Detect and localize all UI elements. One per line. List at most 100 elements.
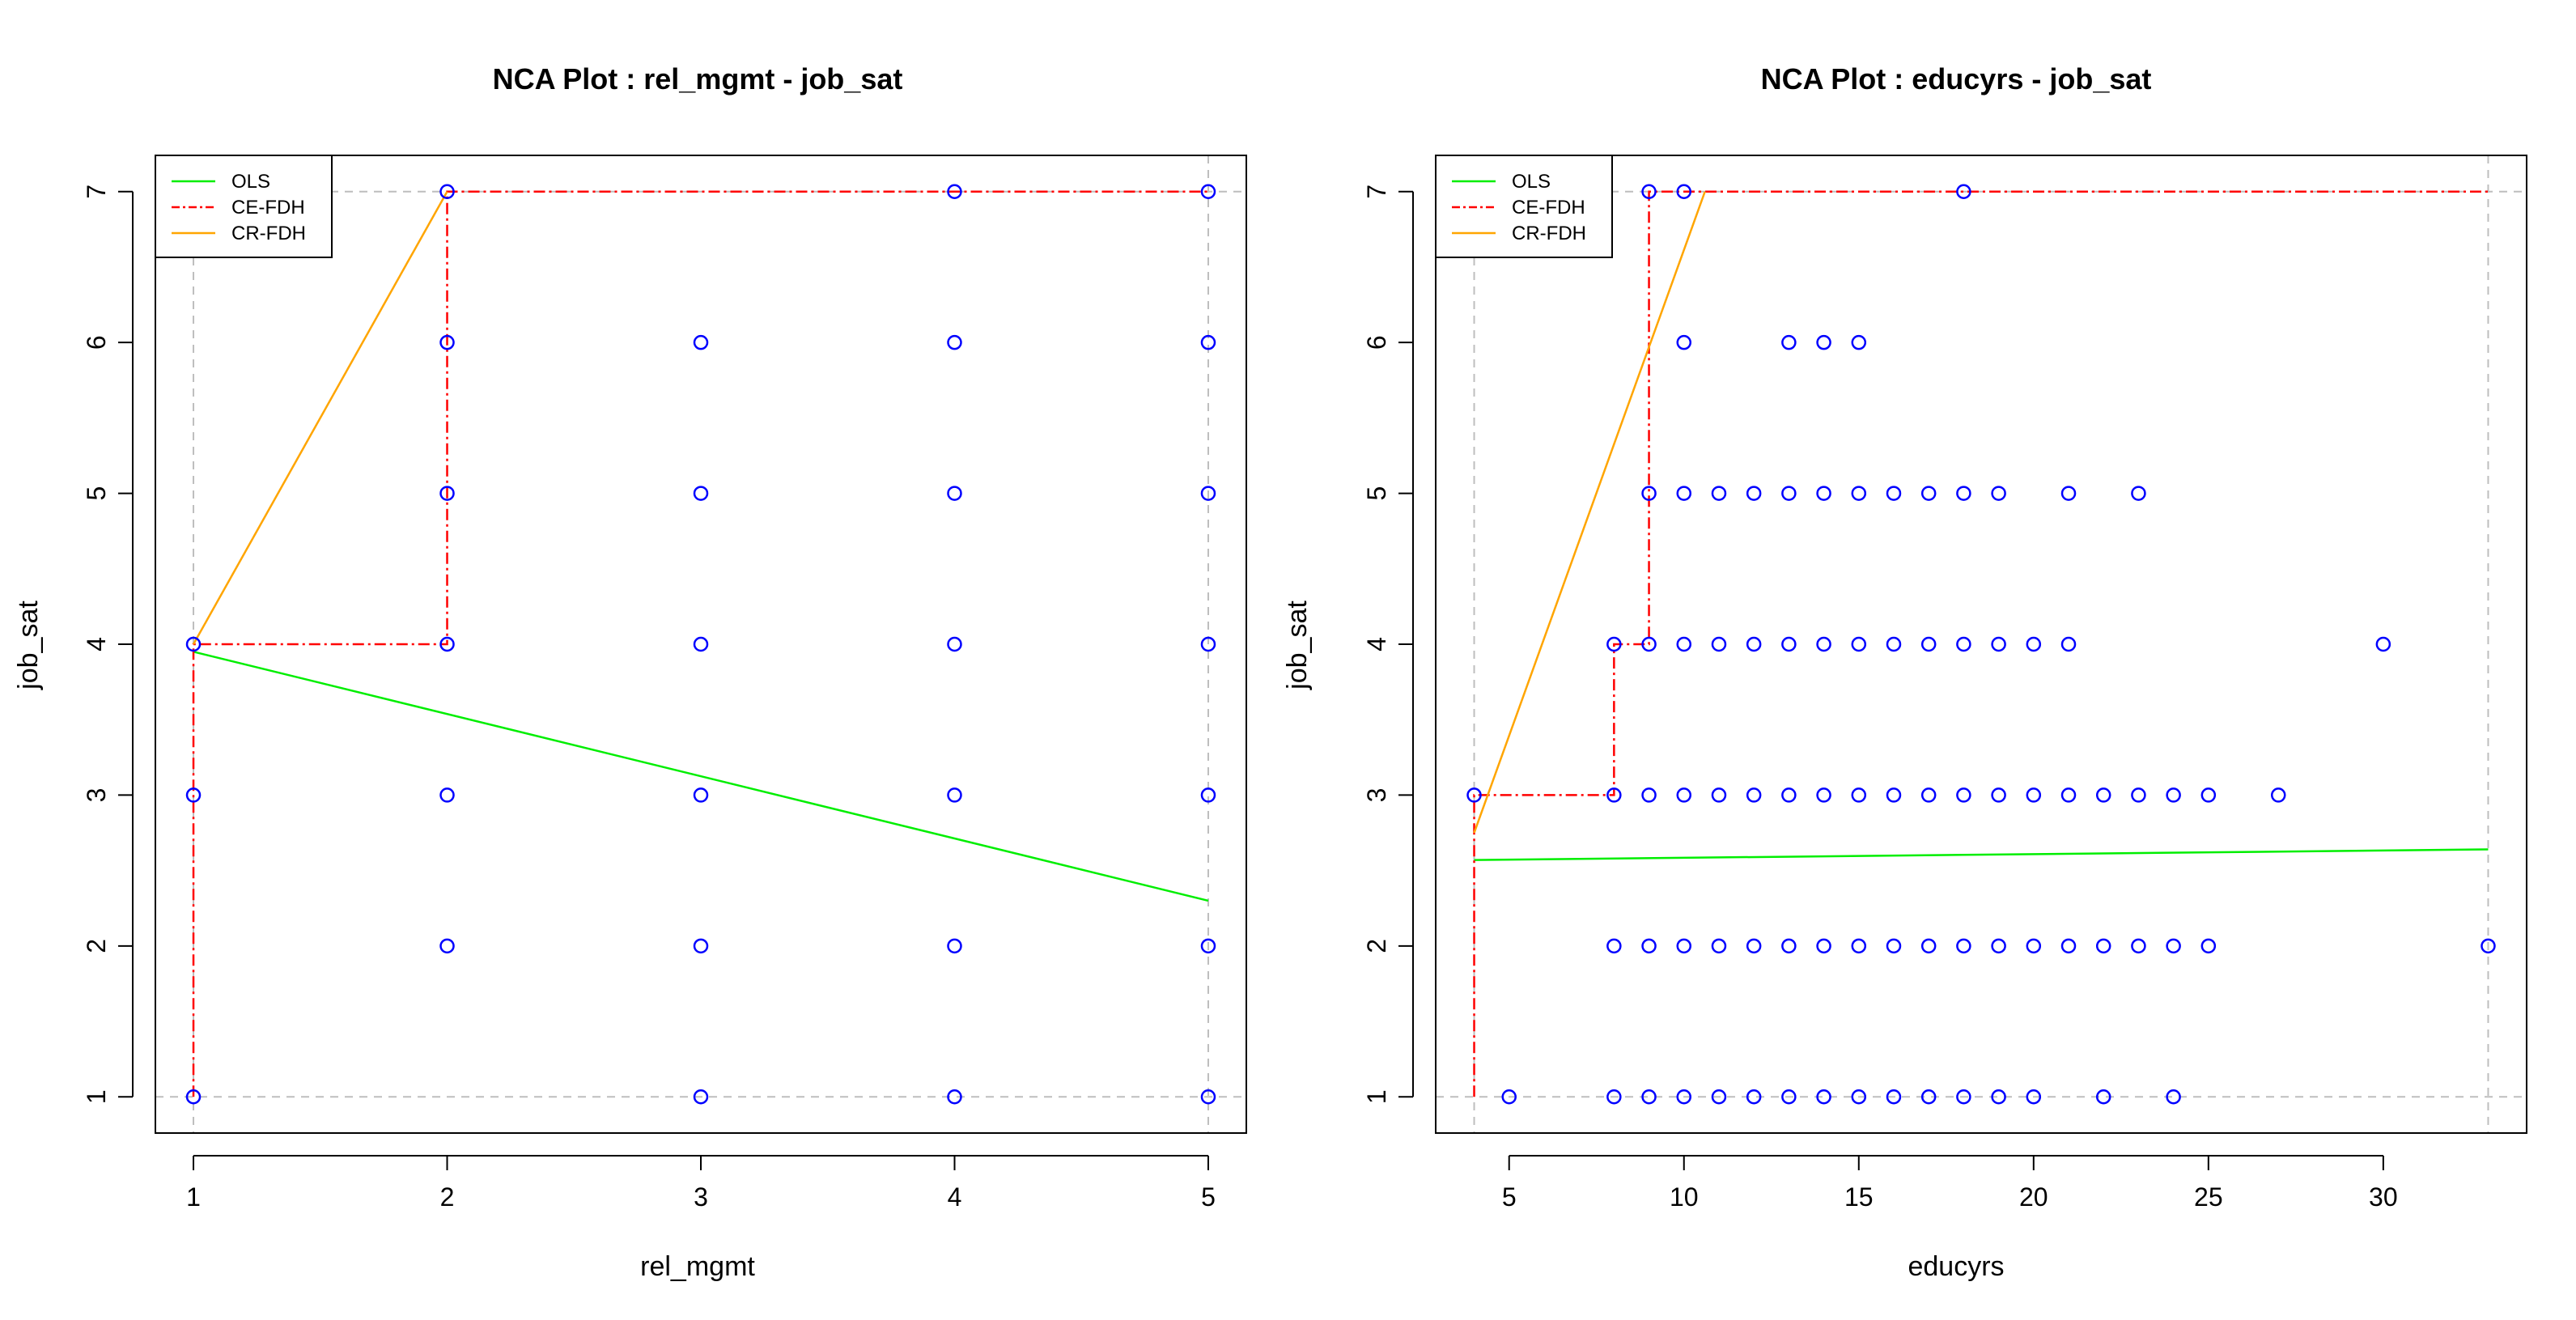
data-point bbox=[2481, 938, 2496, 954]
x-tick-label: 3 bbox=[694, 1182, 708, 1212]
data-point bbox=[1200, 787, 1216, 803]
data-point bbox=[439, 334, 455, 350]
data-point bbox=[1606, 938, 1622, 954]
data-point bbox=[1200, 1089, 1216, 1105]
x-axis-label: educyrs bbox=[1908, 1251, 2004, 1282]
data-point bbox=[1641, 938, 1657, 954]
data-point bbox=[947, 334, 962, 350]
data-point bbox=[1676, 334, 1692, 350]
data-point bbox=[1781, 486, 1797, 501]
legend-label: OLS bbox=[1512, 171, 1551, 193]
data-point bbox=[1816, 938, 1831, 954]
data-point bbox=[1920, 938, 1937, 954]
y-tick-label: 2 bbox=[1362, 939, 1391, 953]
data-point bbox=[439, 636, 455, 652]
data-point bbox=[1711, 938, 1727, 954]
line-ols bbox=[193, 651, 1209, 902]
legend-label: OLS bbox=[231, 171, 270, 193]
legend-label: CR-FDH bbox=[231, 223, 306, 244]
y-tick-label: 6 bbox=[1362, 335, 1391, 350]
data-point bbox=[1711, 486, 1727, 501]
data-point bbox=[1641, 1089, 1657, 1105]
data-point bbox=[2200, 787, 2217, 803]
data-point bbox=[2131, 486, 2146, 501]
data-point bbox=[2095, 938, 2111, 954]
data-point bbox=[693, 486, 709, 501]
data-point bbox=[1991, 636, 2006, 652]
data-point bbox=[1816, 636, 1831, 652]
data-point bbox=[1711, 1089, 1727, 1105]
data-point bbox=[1641, 184, 1657, 199]
legend-label: CE-FDH bbox=[1512, 197, 1585, 219]
data-point bbox=[2270, 787, 2286, 803]
y-tick-label: 2 bbox=[82, 939, 111, 953]
data-point bbox=[1886, 636, 1902, 652]
y-tick-label: 3 bbox=[1362, 788, 1391, 803]
x-tick-label: 5 bbox=[1201, 1182, 1216, 1212]
data-point bbox=[1886, 787, 1902, 803]
data-point bbox=[2131, 787, 2146, 803]
x-tick-label: 30 bbox=[2369, 1182, 2398, 1212]
chart-rel-mgmt-job-sat: NCA Plot : rel_mgmt - job_sat rel_mgmt j… bbox=[13, 62, 1247, 1282]
data-point bbox=[1920, 636, 1937, 652]
data-point bbox=[439, 486, 455, 501]
data-point bbox=[1816, 334, 1831, 350]
data-point bbox=[1816, 1089, 1831, 1105]
chart-title: NCA Plot : educyrs - job_sat bbox=[1761, 62, 2152, 95]
line-cr-fdh bbox=[192, 191, 448, 645]
data-point bbox=[1746, 636, 1762, 652]
data-point bbox=[1746, 787, 1762, 803]
data-point bbox=[1781, 938, 1797, 954]
data-point bbox=[2200, 938, 2217, 954]
data-point bbox=[1676, 636, 1692, 652]
data-point bbox=[1816, 787, 1831, 803]
data-point bbox=[693, 787, 709, 803]
data-point bbox=[1711, 787, 1727, 803]
data-point bbox=[693, 1089, 709, 1105]
data-point bbox=[185, 1089, 202, 1105]
data-point bbox=[1851, 1089, 1867, 1105]
data-point bbox=[1781, 334, 1797, 350]
y-tick-label: 7 bbox=[1362, 185, 1391, 199]
chart-educyrs-job-sat: NCA Plot : educyrs - job_sat educyrs job… bbox=[1282, 62, 2527, 1282]
data-point bbox=[439, 184, 455, 199]
data-point bbox=[1200, 636, 1216, 652]
data-point bbox=[2095, 787, 2111, 803]
x-axis-label: rel_mgmt bbox=[640, 1251, 755, 1282]
line-ce-fdh bbox=[1473, 190, 2489, 1097]
x-tick-label: 25 bbox=[2194, 1182, 2223, 1212]
data-point bbox=[2026, 787, 2042, 803]
line-ols bbox=[1474, 848, 2489, 861]
y-tick-label: 7 bbox=[82, 185, 111, 199]
data-point bbox=[1676, 938, 1692, 954]
data-point bbox=[1851, 787, 1867, 803]
x-tick-label: 5 bbox=[1502, 1182, 1517, 1212]
y-tick-label: 6 bbox=[82, 335, 111, 350]
data-point bbox=[1956, 1089, 1971, 1105]
data-point bbox=[1956, 636, 1971, 652]
data-point bbox=[1676, 184, 1692, 199]
data-point bbox=[1956, 184, 1971, 199]
y-tick-label: 3 bbox=[82, 788, 111, 803]
data-point bbox=[1886, 1089, 1902, 1105]
legend-label: CE-FDH bbox=[231, 197, 305, 219]
data-point bbox=[439, 787, 455, 803]
data-point bbox=[1466, 787, 1482, 803]
x-tick-label: 20 bbox=[2019, 1182, 2048, 1212]
y-tick-label: 4 bbox=[82, 637, 111, 652]
legend-label: CR-FDH bbox=[1512, 223, 1586, 244]
data-point bbox=[1991, 938, 2006, 954]
data-point bbox=[693, 334, 709, 350]
data-point bbox=[2095, 1089, 2111, 1105]
data-point bbox=[1606, 636, 1622, 652]
data-point bbox=[1991, 1089, 2006, 1105]
data-point bbox=[1200, 184, 1216, 199]
data-point bbox=[1816, 486, 1831, 501]
data-point bbox=[1991, 787, 2006, 803]
data-point bbox=[2131, 938, 2146, 954]
data-point bbox=[1851, 636, 1867, 652]
data-point bbox=[947, 787, 962, 803]
y-tick-label: 5 bbox=[1362, 486, 1391, 501]
data-point bbox=[947, 636, 962, 652]
data-point bbox=[1746, 938, 1762, 954]
